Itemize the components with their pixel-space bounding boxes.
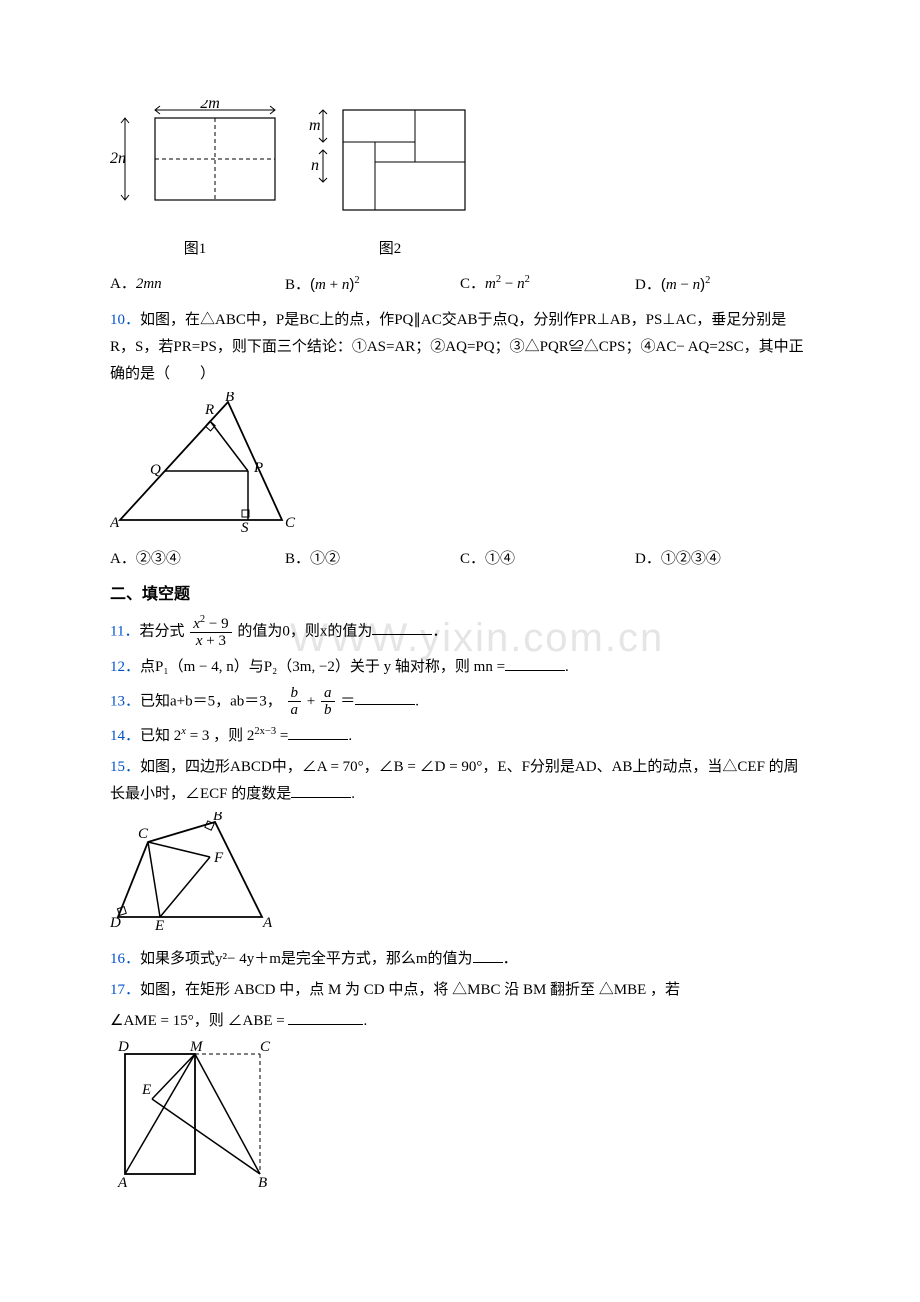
figure-2-caption: 图2 <box>305 236 475 263</box>
q9-opt-b: B．(m + n)2 <box>285 271 460 299</box>
q17-figure: D M C A B E <box>110 1039 810 1199</box>
q17: 17．如图，在矩形 ABCD 中，点 M 为 CD 中点，将 △MBC 沿 BM… <box>110 977 810 1004</box>
q10-opt-c: C．①④ <box>460 546 635 573</box>
q13-number: 13． <box>110 693 140 709</box>
q12-number: 12． <box>110 659 140 675</box>
q15-number: 15． <box>110 759 140 775</box>
svg-text:2m: 2m <box>200 100 220 112</box>
q9-options: A．2mn B．(m + n)2 C．m2 − n2 D．(m − n)2 <box>110 271 810 299</box>
svg-text:m: m <box>309 117 321 134</box>
q17-line2: ∠AME = 15°，则 ∠ABE = . <box>110 1008 810 1035</box>
svg-text:D: D <box>117 1039 129 1055</box>
svg-text:P: P <box>253 460 263 476</box>
svg-text:Q: Q <box>150 462 161 478</box>
svg-text:F: F <box>213 850 224 866</box>
q15: 15．如图，四边形ABCD中，∠A = 70°，∠B = ∠D = 90°，E、… <box>110 754 810 808</box>
q17-number: 17． <box>110 982 140 998</box>
q13-blank <box>355 689 415 705</box>
figure-1-svg: 2m 2n <box>110 100 280 222</box>
q11-number: 11． <box>110 623 139 639</box>
svg-text:B: B <box>225 392 234 405</box>
svg-text:n: n <box>311 157 319 174</box>
q10-text: 如图，在△ABC中，P是BC上的点，作PQ∥AC交AB于点Q，分别作PR⊥AB，… <box>110 312 804 382</box>
q11: 11．若分式 x2 − 9 x + 3 的值为0，则x的值为． <box>110 614 810 650</box>
q9-opt-a: A．2mn <box>110 271 285 299</box>
svg-text:A: A <box>110 515 120 531</box>
q10-figure: A B C R Q P S <box>110 392 810 542</box>
q10-opt-b: B．①② <box>285 546 460 573</box>
q9-opt-d: D．(m − n)2 <box>635 271 810 299</box>
q16-number: 16． <box>110 951 140 967</box>
svg-text:A: A <box>262 915 273 931</box>
svg-text:S: S <box>241 520 249 532</box>
svg-text:B: B <box>213 812 222 824</box>
q9-opt-c: C．m2 − n2 <box>460 271 635 299</box>
q11-blank <box>372 619 432 635</box>
q14: 14．已知 2x = 3 ，则 22x−3 =. <box>110 723 810 750</box>
q17-blank <box>288 1009 363 1025</box>
q13: 13．已知a+b＝5，ab＝3， ba + ab ＝. <box>110 685 810 719</box>
q15-blank <box>291 782 351 798</box>
q11-fraction: x2 − 9 x + 3 <box>190 614 231 650</box>
section-2-title: 二、填空题 <box>110 581 810 610</box>
svg-text:D: D <box>110 915 121 931</box>
svg-text:C: C <box>285 515 296 531</box>
svg-text:C: C <box>260 1039 271 1055</box>
q16: 16．如果多项式y²− 4y＋m是完全平方式，那么m的值为． <box>110 946 810 973</box>
q10-opt-d: D．①②③④ <box>635 546 810 573</box>
q15-figure: D E A C B F <box>110 812 810 942</box>
q14-blank <box>288 724 348 740</box>
svg-text:E: E <box>154 918 164 932</box>
q10-number: 10． <box>110 312 140 328</box>
figure-1: 2m 2n 图1 <box>110 100 280 263</box>
svg-text:E: E <box>141 1082 151 1098</box>
q12-blank <box>505 655 565 671</box>
svg-text:C: C <box>138 826 149 842</box>
svg-text:R: R <box>204 402 214 418</box>
q10-opt-a: A．②③④ <box>110 546 285 573</box>
q10-options: A．②③④ B．①② C．①④ D．①②③④ <box>110 546 810 573</box>
q11-container: WWW.yixin.com.cn 11．若分式 x2 − 9 x + 3 的值为… <box>110 614 810 650</box>
svg-text:A: A <box>117 1175 128 1189</box>
svg-text:M: M <box>189 1039 204 1055</box>
svg-text:B: B <box>258 1175 267 1189</box>
figure-1-caption: 图1 <box>110 236 280 263</box>
figure-2: m n 图2 <box>305 100 475 263</box>
q13-frac1: ba <box>288 685 302 719</box>
svg-text:2n: 2n <box>110 150 126 167</box>
q12: 12．点P₁（m − 4, n）与P₂（3m, −2）关于 y 轴对称，则 mn… <box>110 654 810 681</box>
q13-frac2: ab <box>321 685 335 719</box>
figure-2-svg: m n <box>305 100 475 222</box>
q10: 10．如图，在△ABC中，P是BC上的点，作PQ∥AC交AB于点Q，分别作PR⊥… <box>110 307 810 388</box>
figure-row-q9: 2m 2n 图1 m <box>110 100 810 263</box>
q16-blank <box>473 947 503 963</box>
q14-number: 14． <box>110 728 140 744</box>
